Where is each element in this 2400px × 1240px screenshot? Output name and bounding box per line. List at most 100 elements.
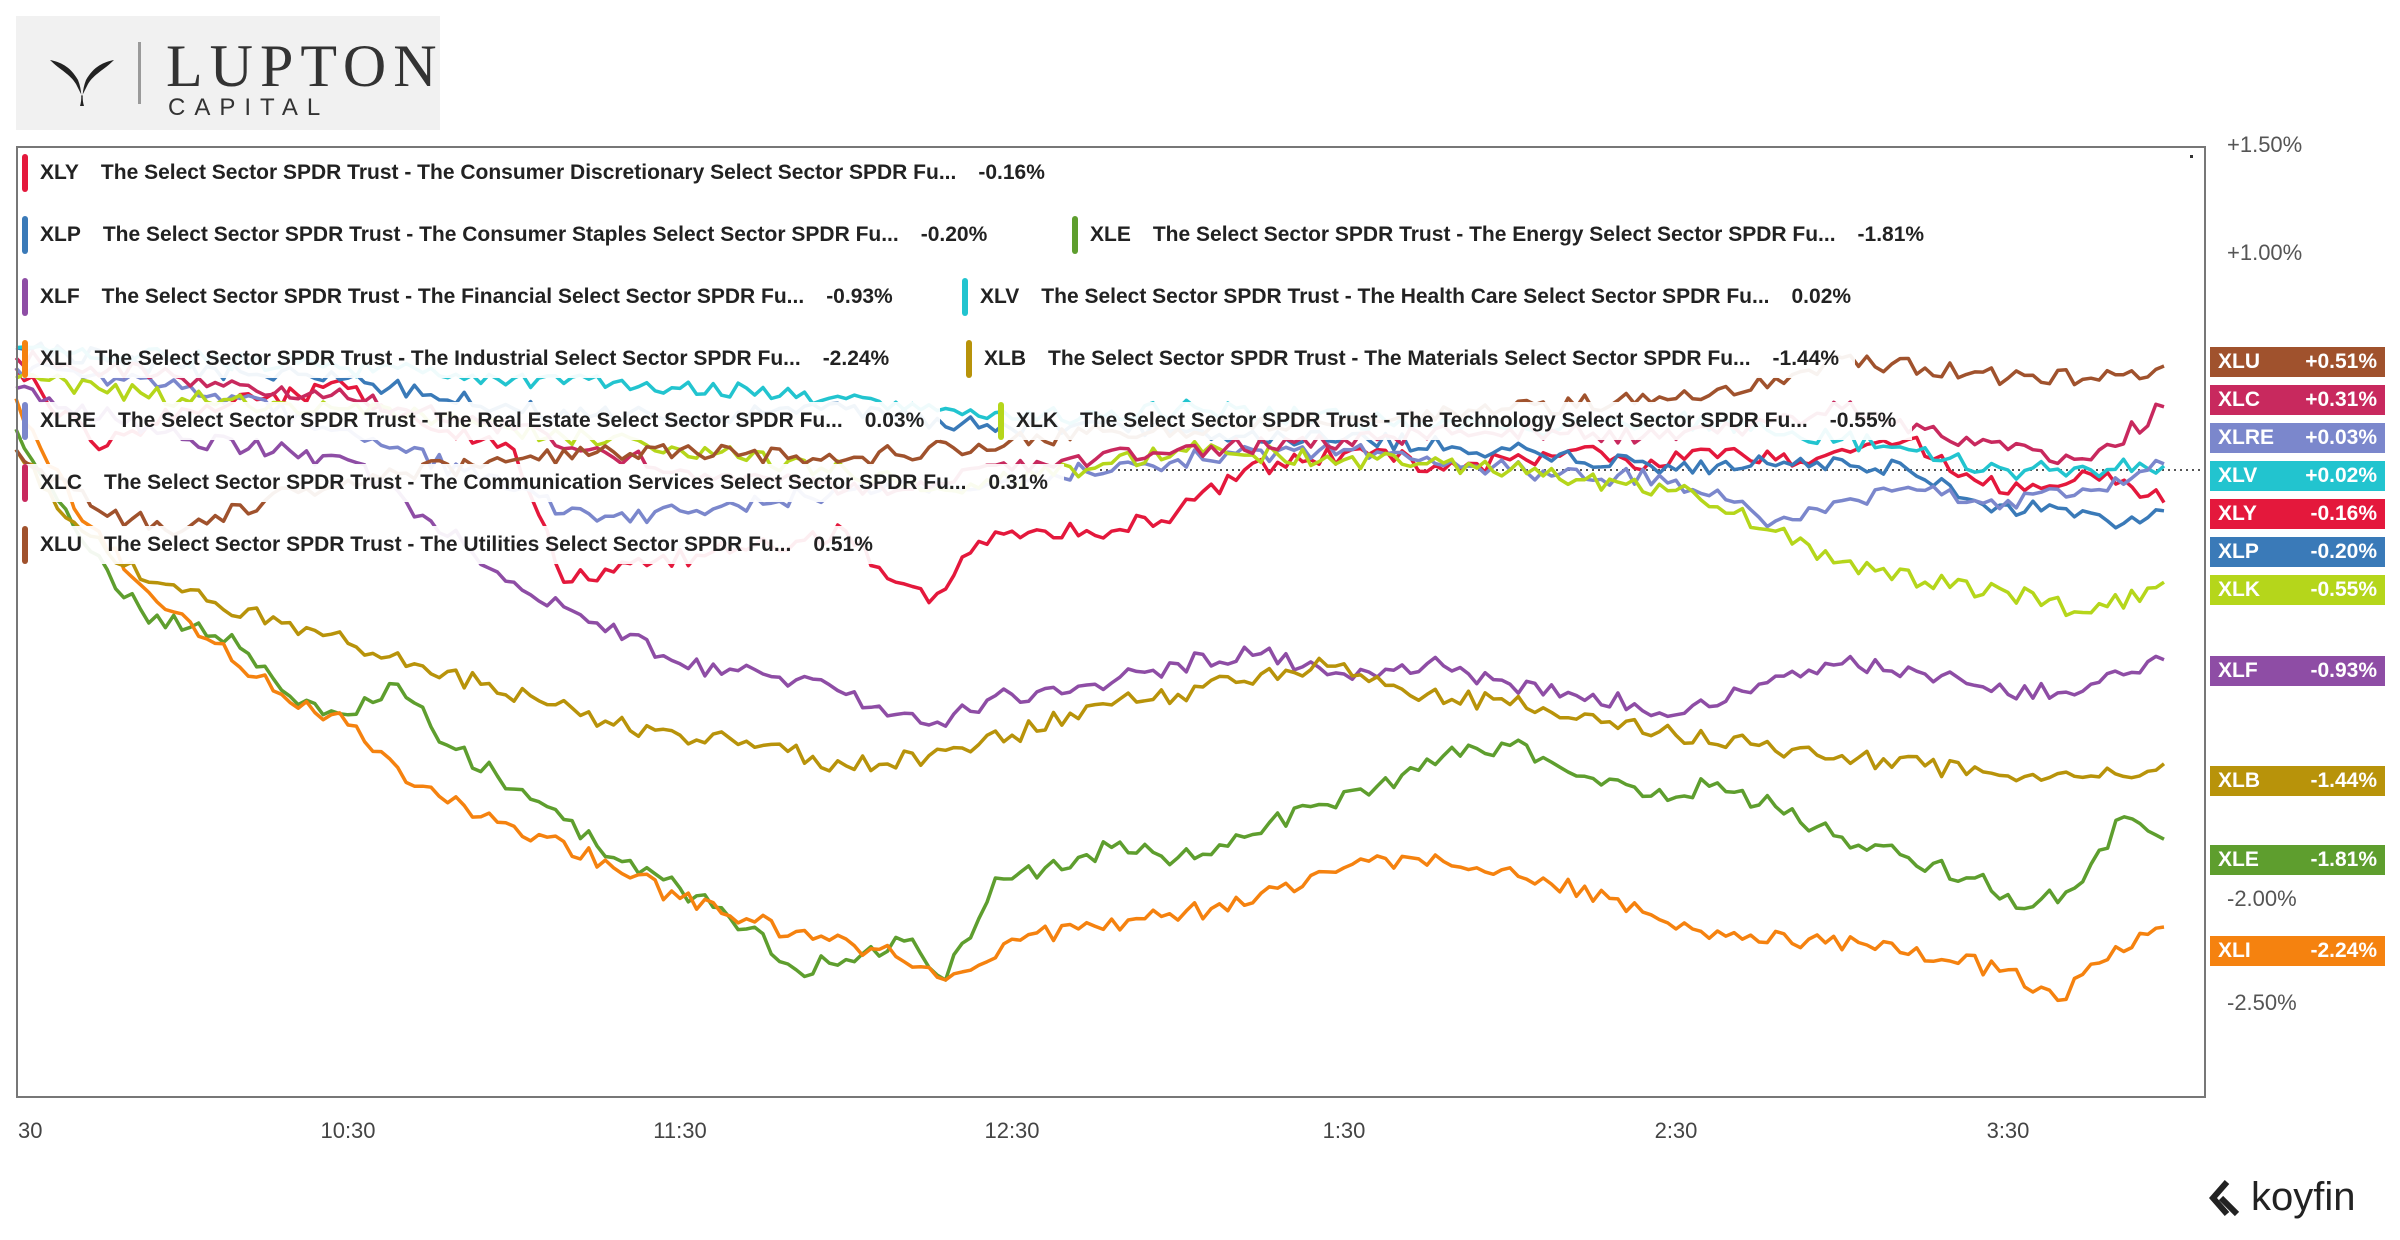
x-tick-label: 10:30 [320,1118,376,1143]
legend-swatch [22,402,28,440]
legend-entry-xlp[interactable]: XLP The Select Sector SPDR Trust - The Co… [22,216,1004,254]
y-tick-label: +1.50% [2227,132,2303,157]
legend-change: 0.03% [864,409,925,432]
badge-value: +0.03% [2305,426,2377,449]
legend-fund-name: The Select Sector SPDR Trust - The Real … [118,409,843,432]
legend-entry-xlb[interactable]: XLB The Select Sector SPDR Trust - The Ma… [966,340,1856,378]
legend-change: -0.55% [1829,409,1897,432]
series-line-xli [14,398,2165,1003]
legend-ticker: XLF [40,285,80,308]
badge-ticker: XLU [2218,350,2260,373]
legend-swatch [998,402,1004,440]
legend-ticker: XLI [40,347,73,370]
legend-change: -0.93% [826,285,893,308]
badge-ticker: XLC [2218,388,2260,411]
legend-swatch [22,216,28,254]
legend-swatch [962,278,968,316]
legend-swatch [22,526,28,564]
badge-ticker: XLF [2218,659,2258,682]
series-line-xlb [14,448,2166,783]
x-tick-label: 2:30 [1654,1118,1698,1143]
legend-entry-xly[interactable]: XLY The Select Sector SPDR Trust - The Co… [22,154,1061,192]
value-badge-xly: XLY -0.16% [2210,499,2385,529]
value-badge-xlv: XLV +0.02% [2210,461,2385,491]
legend-entry-xli[interactable]: XLI The Select Sector SPDR Trust - The In… [22,340,906,378]
legend-swatch [966,340,972,378]
koyfin-brand: koyfin [2205,1175,2356,1220]
badge-value: -0.93% [2310,659,2377,682]
legend-fund-name: The Select Sector SPDR Trust - The Healt… [1041,285,1770,308]
legend-fund-name: The Select Sector SPDR Trust - The Mater… [1048,347,1751,370]
x-tick-label: 30 [18,1118,43,1143]
value-badge-xlc: XLC +0.31% [2210,385,2385,415]
koyfin-wordmark: koyfin [2251,1175,2356,1219]
value-badge-xlk: XLK -0.55% [2210,575,2385,605]
legend-entry-xlf[interactable]: XLF The Select Sector SPDR Trust - The Fi… [22,278,909,316]
badge-ticker: XLK [2218,578,2260,601]
koyfin-logo-icon [2209,1179,2240,1216]
value-badge-xlb: XLB -1.44% [2210,766,2385,796]
value-badge-xle: XLE -1.81% [2210,845,2385,875]
legend-change: -0.16% [978,161,1045,184]
legend-ticker: XLP [40,223,81,246]
legend-entry-xlk[interactable]: XLK The Select Sector SPDR Trust - The Te… [998,402,1913,440]
badge-value: -1.81% [2310,848,2377,871]
legend-fund-name: The Select Sector SPDR Trust - The Commu… [104,471,967,494]
legend-ticker: XLV [980,285,1020,308]
legend-change: -2.24% [822,347,890,370]
y-tick-label: -2.50% [2227,990,2297,1015]
plot-area-frame [16,146,2206,1098]
legend-change: -1.81% [1857,223,1925,246]
logo-brand-line2: CAPITAL [168,94,330,121]
x-tick-label: 12:30 [984,1118,1040,1143]
badge-ticker: XLRE [2218,426,2275,449]
legend-change: -1.44% [1772,347,1840,370]
badge-value: +0.51% [2305,350,2377,373]
legend-entry-xlc[interactable]: XLC The Select Sector SPDR Trust - The Co… [22,464,1064,502]
badge-ticker: XLY [2218,502,2257,525]
value-badge-xlf: XLF -0.93% [2210,656,2385,686]
badge-value: -2.24% [2310,939,2377,962]
legend-change: 0.02% [1791,285,1852,308]
logo-brand-line1: LUPTON [166,33,444,99]
y-tick-label: +1.00% [2227,240,2303,265]
legend-fund-name: The Select Sector SPDR Trust - The Indus… [94,347,801,370]
badge-ticker: XLB [2218,769,2260,792]
value-badge-xli: XLI -2.24% [2210,936,2385,966]
y-tick-label: -2.00% [2227,886,2297,911]
x-tick-label: 11:30 [653,1118,707,1143]
value-badge-xlp: XLP -0.20% [2210,537,2385,567]
legend-swatch [22,340,28,378]
whale-tail-icon [50,60,114,106]
legend-fund-name: The Select Sector SPDR Trust - The Consu… [100,161,957,184]
legend-ticker: XLY [40,161,79,184]
legend-swatch [22,464,28,502]
badge-value: -0.16% [2310,502,2377,525]
badge-value: +0.31% [2305,388,2377,411]
badge-ticker: XLV [2218,464,2258,487]
legend-ticker: XLRE [40,409,97,432]
badge-value: -0.55% [2310,578,2377,601]
x-tick-label: 3:30 [1986,1118,2030,1143]
value-badge-xlre: XLRE +0.03% [2210,423,2385,453]
legend-entry-xlre[interactable]: XLRE The Select Sector SPDR Trust - The R… [22,402,941,440]
legend-ticker: XLE [1090,223,1131,246]
badge-value: +0.02% [2305,464,2377,487]
value-badge-xlu: XLU +0.51% [2210,347,2385,377]
legend-swatch [22,154,28,192]
legend-entry-xle[interactable]: XLE The Select Sector SPDR Trust - The En… [1072,216,1941,254]
badge-ticker: XLE [2218,848,2259,871]
legend-fund-name: The Select Sector SPDR Trust - The Consu… [102,223,899,246]
series-line-xle [14,428,2165,982]
legend-change: 0.51% [813,533,873,556]
badge-ticker: XLP [2218,540,2259,563]
badge-value: -0.20% [2310,540,2377,563]
legend-entry-xlv[interactable]: XLV The Select Sector SPDR Trust - The He… [962,278,1868,316]
x-tick-label: 1:30 [1322,1118,1366,1143]
legend-ticker: XLC [40,471,82,494]
legend-entry-xlu[interactable]: XLU The Select Sector SPDR Trust - The Ut… [22,526,889,564]
legend-change: -0.20% [920,223,988,246]
lupton-capital-logo: LUPTON CAPITAL [16,16,440,130]
badge-ticker: XLI [2218,939,2251,962]
legend-fund-name: The Select Sector SPDR Trust - The Energ… [1152,223,1836,246]
